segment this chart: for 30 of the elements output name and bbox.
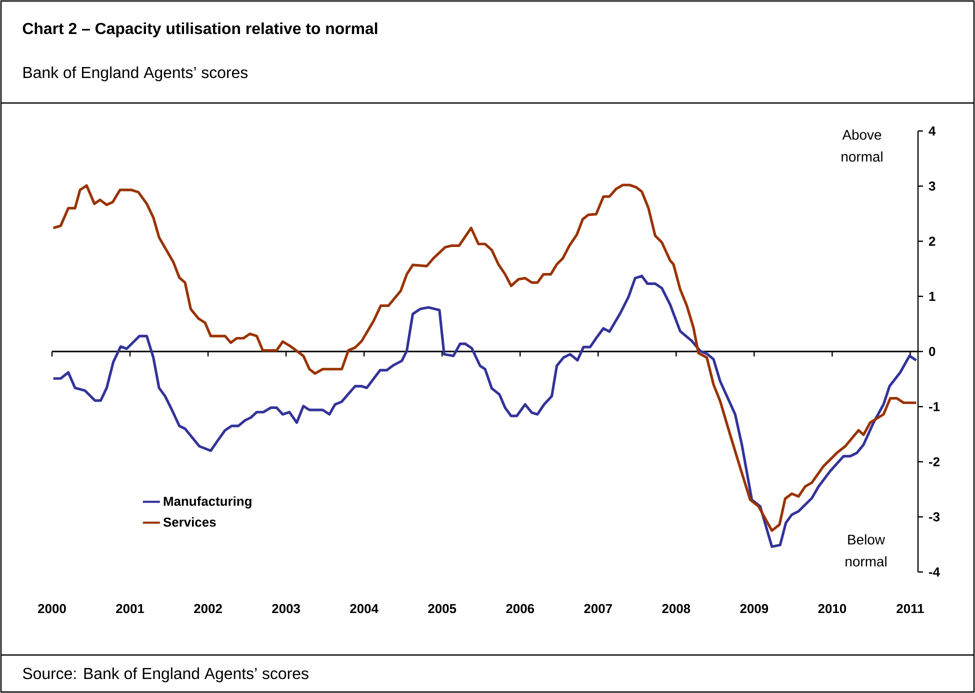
y-tick-label: -1 [929, 402, 940, 412]
line-series [52, 274, 918, 548]
y-tick-label: -4 [929, 568, 940, 576]
legend-label: Services [163, 517, 216, 527]
line-series [52, 184, 918, 532]
annotation: Above normal [842, 130, 882, 162]
x-tick-label: 2006 [506, 604, 534, 614]
x-tick-label: 2002 [194, 604, 222, 614]
y-tick-label: -2 [929, 457, 940, 466]
y-tick-label: 2 [928, 236, 936, 246]
x-tick-label: 2003 [272, 604, 300, 614]
x-tick-label: 2001 [116, 604, 144, 614]
annotation: Below normal [846, 534, 886, 566]
x-tick-label: 2011 [896, 604, 924, 614]
x-tick-label: 2000 [38, 604, 66, 614]
source-note: Source: Bank of England Agents’ scores [22, 667, 308, 682]
y-tick-label: 1 [929, 292, 936, 301]
x-tick-label: 2010 [818, 604, 846, 614]
x-tick-label: 2009 [740, 604, 768, 614]
y-tick-label: 0 [929, 346, 936, 356]
y-tick-label: 3 [928, 182, 936, 191]
chart-title: Chart 2 – Capacity utilisation relative to normal [22, 22, 378, 38]
x-tick-label: 2007 [584, 604, 612, 614]
y-tick-label: -3 [929, 512, 940, 522]
x-tick-label: 2008 [662, 604, 690, 614]
y-tick-label: 4 [928, 126, 936, 136]
x-tick-label: 2004 [350, 604, 378, 614]
chart-subtitle: Bank of England Agents’ scores [24, 66, 248, 82]
x-tick-label: 2005 [428, 604, 456, 614]
legend-label: Manufacturing [164, 496, 252, 509]
